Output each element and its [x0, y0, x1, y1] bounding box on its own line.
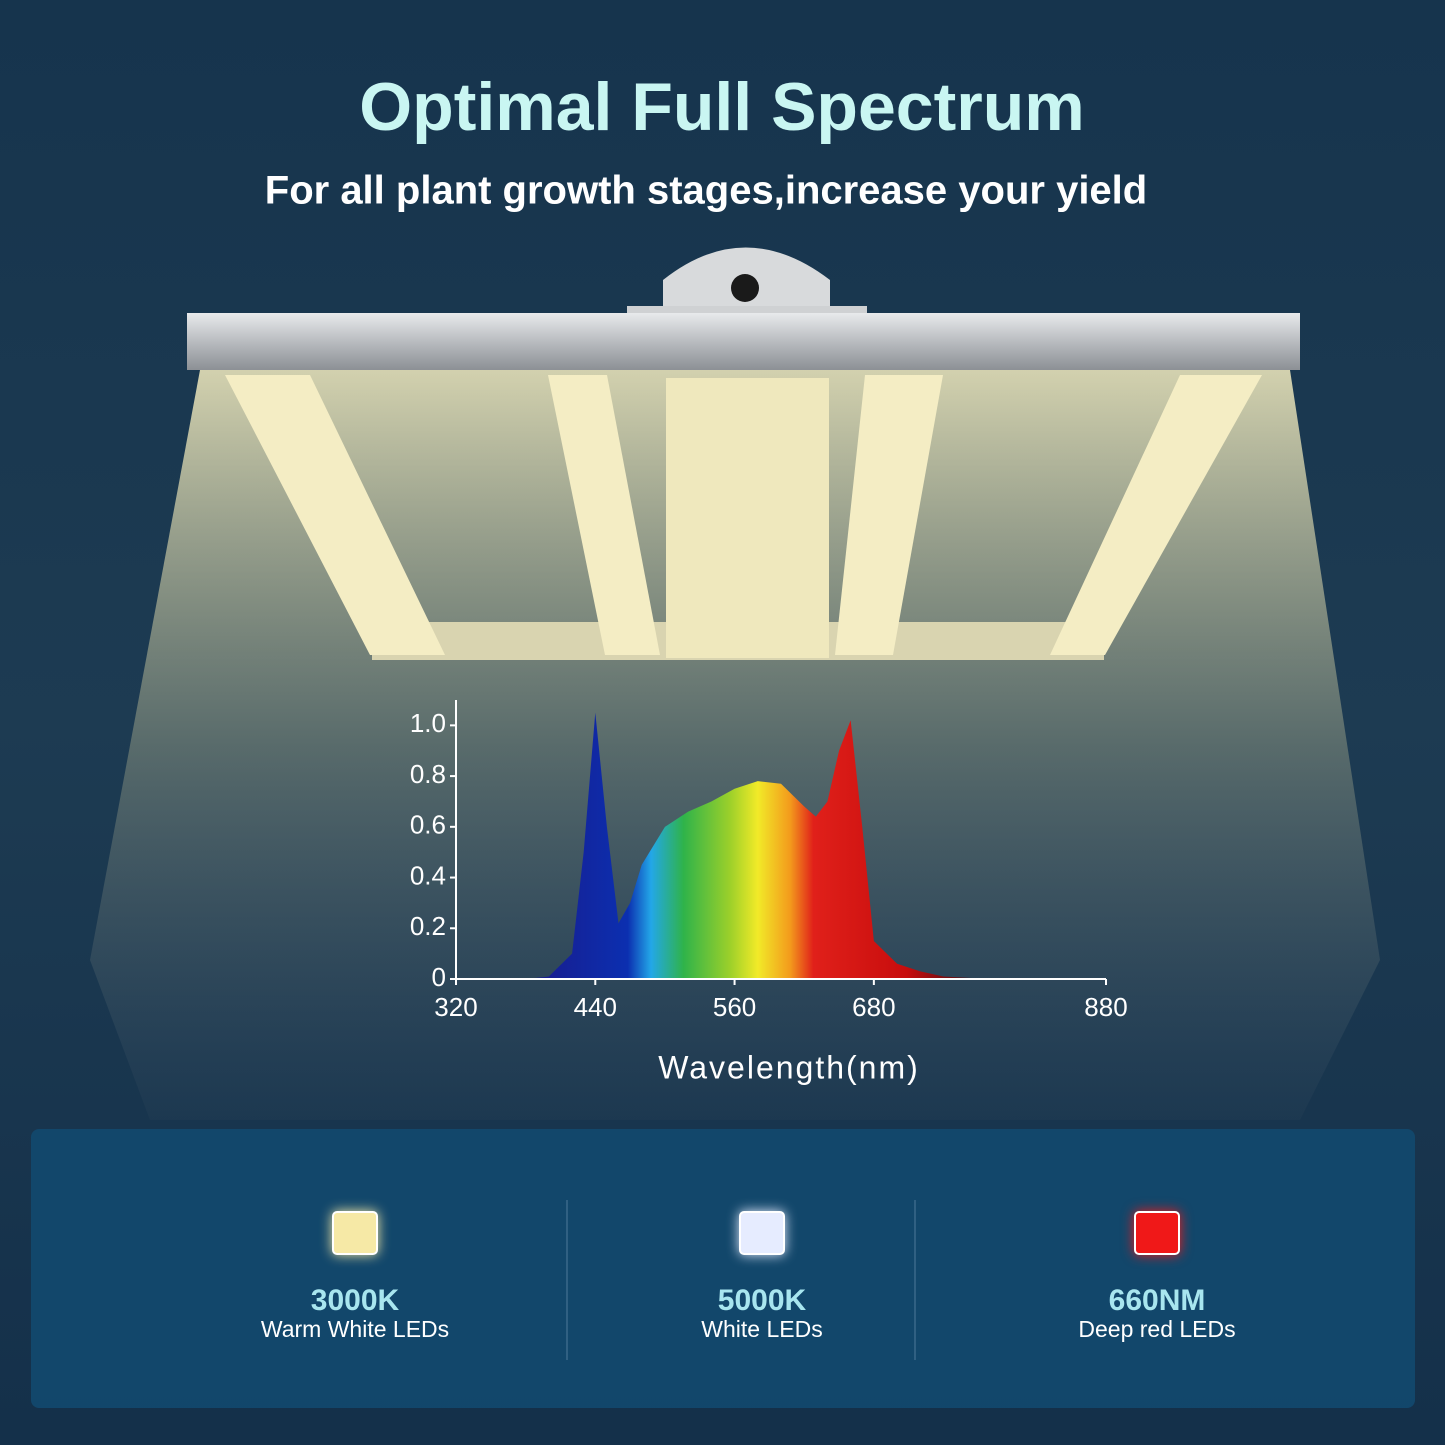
y-tick-label: 1.0 — [410, 708, 446, 738]
led-swatch — [332, 1211, 378, 1255]
x-tick-label: 440 — [574, 992, 617, 1022]
led-swatch — [1134, 1211, 1180, 1255]
y-tick-label: 0.4 — [410, 860, 446, 890]
light-cone — [90, 370, 1380, 1120]
fixture — [187, 247, 1300, 660]
led-panel — [31, 1129, 1415, 1408]
x-axis-title: Wavelength(nm) — [658, 1049, 920, 1085]
led-name: 660NM — [1109, 1284, 1206, 1317]
chart: 0 0.2 0.4 0.6 0.8 1.0 320 440 560 680 880 Wavelengt… — [410, 700, 1128, 1085]
x-tick-label: 680 — [852, 992, 895, 1022]
led-label: Warm White LEDs — [261, 1316, 449, 1342]
x-tick-label: 880 — [1084, 992, 1127, 1022]
title: Optimal Full Spectrum — [359, 69, 1084, 145]
y-tick-label: 0.6 — [410, 810, 446, 840]
x-tick-label: 560 — [713, 992, 756, 1022]
y-tick-label: 0.8 — [410, 759, 446, 789]
x-tick-label: 320 — [434, 992, 477, 1022]
y-tick-label: 0.2 — [410, 911, 446, 941]
spectrum-area — [525, 712, 990, 979]
subtitle: For all plant growth stages,increase you… — [265, 169, 1147, 213]
led-label: Deep red LEDs — [1078, 1316, 1235, 1342]
led-name: 5000K — [718, 1284, 807, 1317]
led-label: White LEDs — [701, 1316, 822, 1342]
led-name: 3000K — [311, 1284, 400, 1317]
y-tick-label: 0 — [432, 962, 446, 992]
led-swatch — [739, 1211, 785, 1255]
